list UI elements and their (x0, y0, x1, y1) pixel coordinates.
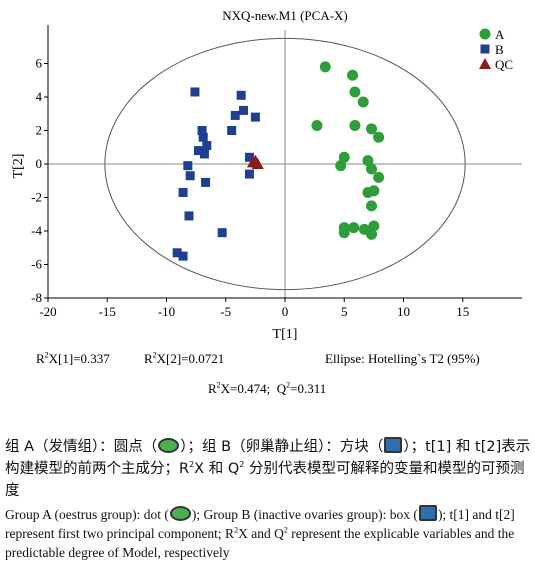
group-b-point (183, 161, 193, 171)
group-b-point (227, 126, 237, 135)
group-a-point (366, 163, 378, 175)
r2x1-stat: R2X[1]=0.337 (36, 350, 110, 366)
group-a-point (319, 61, 331, 73)
group-b-point (199, 149, 209, 159)
group-a-point (357, 96, 369, 108)
x-tick-label: 15 (456, 304, 469, 319)
group-a-point (349, 86, 361, 98)
group-a-point (362, 155, 374, 167)
y-tick-label: 4 (36, 89, 43, 104)
group-b-point (197, 126, 207, 135)
group-a-point (373, 131, 385, 143)
group-b-point (172, 248, 182, 258)
group-b-point (184, 211, 194, 221)
group-b-point (217, 228, 227, 238)
x-axis-ticks: -20 -15 -10 -5 0 5 10 15 (39, 298, 469, 319)
legend-label-b: B (495, 42, 504, 57)
group-a-point (366, 123, 378, 135)
r2x2-stat: R2X[2]=0.0721 (144, 350, 225, 366)
legend-label-qc: QC (495, 57, 513, 72)
blue-box-icon (418, 505, 437, 521)
x-tick-label: 0 (282, 304, 289, 319)
group-a-point (348, 222, 360, 234)
y-axis-ticks: -8 -6 -4 -2 0 2 4 6 (31, 56, 48, 305)
group-b-point (198, 132, 208, 142)
blue-box-icon (384, 437, 403, 453)
group-a-point (338, 151, 350, 163)
y-tick-label: -6 (31, 257, 42, 272)
group-a-point (311, 119, 323, 131)
legend-marker-b (480, 44, 490, 54)
legend-marker-qc (479, 58, 491, 69)
group-b-point (190, 87, 200, 97)
group-b-point (178, 251, 188, 261)
x-tick-label: -20 (39, 304, 56, 319)
y-tick-label: 2 (36, 123, 43, 138)
group-b-point (250, 112, 260, 122)
group-a-point (349, 119, 361, 131)
group-b-point (185, 171, 195, 181)
y-tick-label: -8 (31, 290, 42, 305)
group-a-point (362, 186, 374, 198)
group-b-point (202, 141, 212, 151)
chart-title: NXQ-new.M1 (PCA-X) (222, 8, 348, 23)
x-tick-label: -10 (158, 304, 175, 319)
group-b-point (244, 152, 254, 162)
x-tick-label: -5 (220, 304, 231, 319)
group-a-point (338, 227, 350, 239)
caption-chinese: 组 A（发情组）：圆点（ ）；组 B（卵巢静止组）：方块（ ）；t[1] 和 t[2… (5, 437, 531, 499)
group-b-point (239, 105, 249, 115)
green-dot-icon (158, 438, 180, 453)
group-b-point (201, 177, 211, 187)
ellipse-note: Ellipse: Hotelling`s T2 (95%) (325, 351, 480, 366)
qc-point (251, 158, 264, 169)
green-dot-icon (169, 506, 191, 521)
legend-marker-a (479, 28, 491, 40)
y-tick-label: -4 (31, 223, 42, 238)
x-tick-label: -15 (99, 304, 116, 319)
y-tick-label: -2 (31, 190, 42, 205)
group-a-point (368, 220, 380, 232)
x-tick-label: 5 (341, 304, 348, 319)
group-b-point (230, 110, 240, 120)
group-a-point (373, 171, 385, 183)
y-tick-label: 0 (36, 156, 43, 171)
group-b-point (244, 169, 254, 179)
x-tick-label: 10 (397, 304, 410, 319)
legend-label-a: A (495, 27, 505, 42)
group-a-point (366, 228, 378, 240)
pca-score-plot: NXQ-new.M1 (PCA-X) -20 -15 -10 -5 0 5 10 15 -8-… (11, 8, 522, 342)
model-summary: R2X=0.474; Q2=0.311 (208, 380, 327, 396)
group-b-point (236, 90, 246, 100)
data-points (172, 61, 385, 261)
caption-english: Group A (oestrus group): dot (); Group B… (5, 505, 515, 560)
y-tick-label: 6 (36, 56, 43, 71)
group-a-point (347, 69, 359, 81)
group-a-point (335, 160, 347, 172)
group-b-point (193, 146, 203, 156)
y-axis-label: T[2] (11, 154, 26, 179)
x-axis-label: T[1] (273, 327, 298, 342)
group-a-point (366, 200, 378, 212)
group-b-point (178, 187, 188, 197)
